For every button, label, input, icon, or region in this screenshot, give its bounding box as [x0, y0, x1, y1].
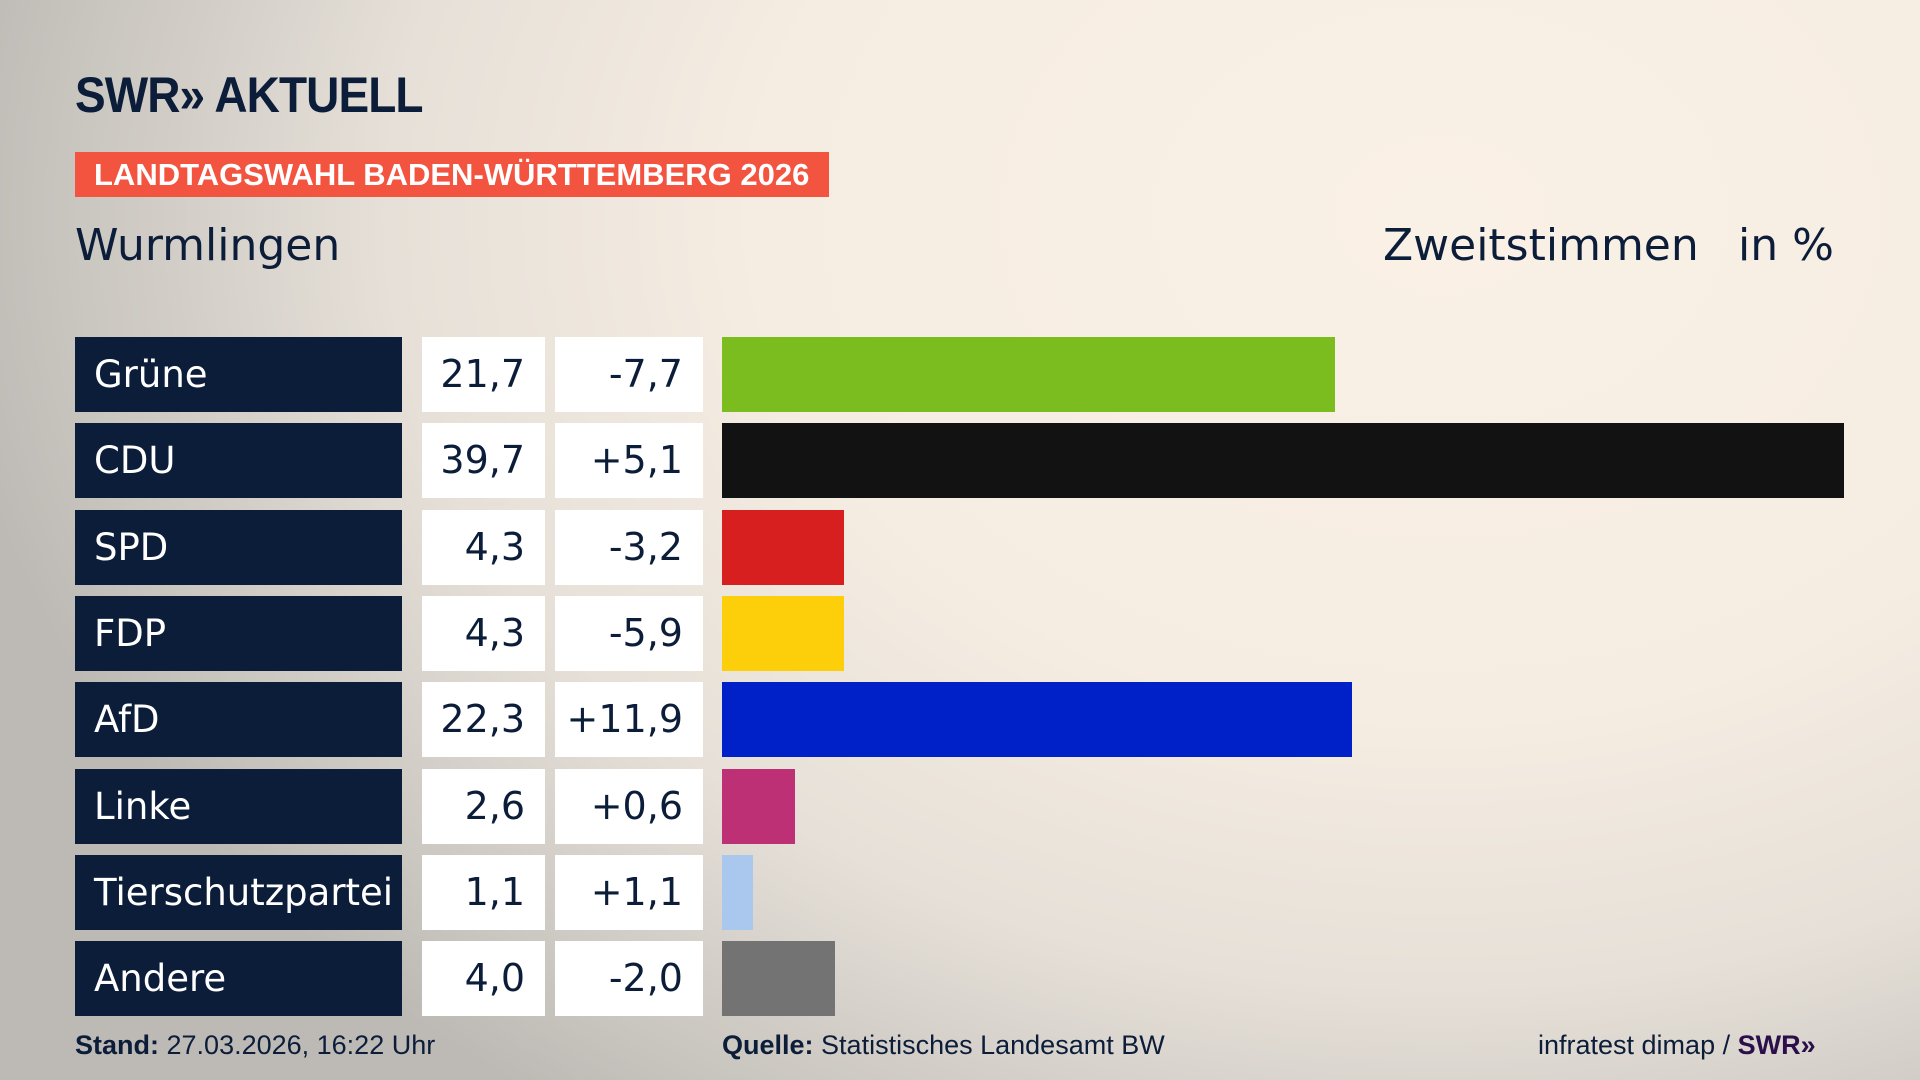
party-change: -2,0	[555, 941, 703, 1017]
election-banner: LANDTAGSWAHL BADEN-WÜRTTEMBERG 2026	[75, 152, 829, 197]
party-label: Andere	[75, 941, 402, 1017]
party-row: Linke 2,6 +0,6	[0, 768, 1920, 844]
party-value: 1,1	[422, 854, 545, 930]
party-label: SPD	[75, 509, 402, 585]
party-value: 2,6	[422, 768, 545, 844]
party-row: SPD 4,3 -3,2	[0, 509, 1920, 585]
party-change: +1,1	[555, 854, 703, 930]
party-value: 4,0	[422, 941, 545, 1017]
party-change: +5,1	[555, 423, 703, 499]
source-value: Statistisches Landesamt BW	[821, 1030, 1165, 1060]
party-label: AfD	[75, 682, 402, 758]
swr-logo: SWR»	[1737, 1030, 1816, 1060]
source-label: Quelle:	[722, 1030, 814, 1060]
party-row: CDU 39,7 +5,1	[0, 423, 1920, 499]
party-label: Tierschutzpartei	[75, 854, 402, 930]
stand-label: Stand:	[75, 1030, 159, 1060]
party-label: Linke	[75, 768, 402, 844]
swr-aktuell-logo: SWR» AKTUELL	[75, 67, 423, 123]
party-change: +0,6	[555, 768, 703, 844]
party-value: 22,3	[422, 682, 545, 758]
party-value: 39,7	[422, 423, 545, 499]
party-change: +11,9	[555, 682, 703, 758]
party-value: 4,3	[422, 509, 545, 585]
party-change: -7,7	[555, 337, 703, 412]
credit-text: infratest dimap /	[1538, 1030, 1731, 1060]
party-label: Grüne	[75, 337, 402, 412]
party-value: 4,3	[422, 595, 545, 671]
stand-value: 27.03.2026, 16:22 Uhr	[166, 1030, 436, 1060]
party-row: Grüne 21,7 -7,7	[0, 337, 1920, 412]
place-title: Wurmlingen	[75, 220, 341, 271]
party-bar	[722, 509, 844, 585]
party-label: FDP	[75, 595, 402, 671]
party-bar	[722, 595, 844, 671]
party-row: Andere 4,0 -2,0	[0, 941, 1920, 1017]
source: Quelle: Statistisches Landesamt BW	[722, 1030, 1165, 1061]
party-value: 21,7	[422, 337, 545, 412]
party-label: CDU	[75, 423, 402, 499]
party-change: -5,9	[555, 595, 703, 671]
credit: infratest dimap / SWR»	[1538, 1030, 1816, 1061]
party-bar	[722, 854, 754, 930]
party-change: -3,2	[555, 509, 703, 585]
party-bar	[722, 768, 796, 844]
party-bar	[722, 337, 1336, 412]
party-bar	[722, 941, 836, 1017]
party-row: FDP 4,3 -5,9	[0, 595, 1920, 671]
unit-label: in %	[1738, 220, 1834, 271]
party-bar	[722, 682, 1353, 758]
metric-label: Zweitstimmen	[1383, 220, 1699, 271]
party-bar	[722, 423, 1844, 499]
party-row: AfD 22,3 +11,9	[0, 682, 1920, 758]
party-row: Tierschutzpartei 1,1 +1,1	[0, 854, 1920, 930]
timestamp: Stand: 27.03.2026, 16:22 Uhr	[75, 1030, 435, 1061]
